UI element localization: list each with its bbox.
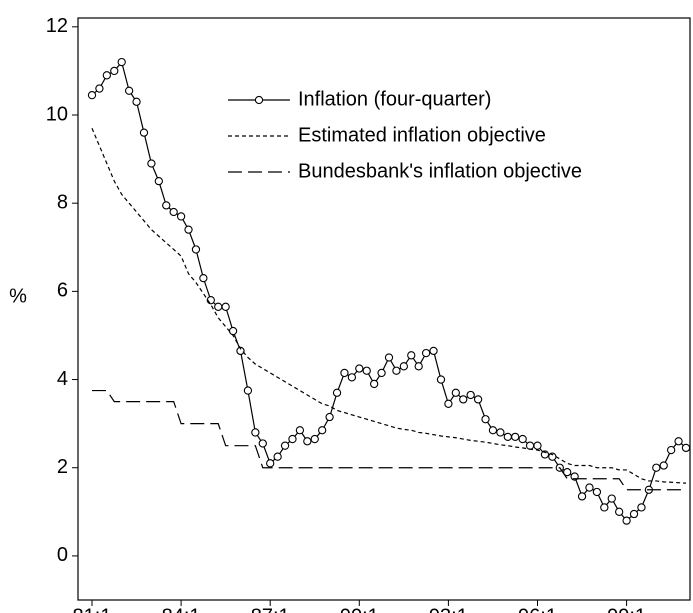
data-point [444,399,453,408]
data-point [652,463,661,472]
data-point [191,245,201,254]
legend-label: Estimated inflation objective [298,124,546,146]
data-point [184,225,193,234]
data-point [102,71,111,80]
data-point [228,326,238,336]
data-point [266,459,275,468]
data-point [659,461,668,470]
y-tick-label: 0 [57,544,68,566]
legend-marker [254,95,264,105]
y-tick-label: 8 [57,191,68,213]
data-point [251,428,260,437]
data-point [318,426,327,435]
data-point [117,57,126,67]
x-tick-label: 93:1 [429,605,468,613]
data-point [384,353,394,362]
data-point [132,97,141,106]
data-point [221,302,230,311]
data-point [622,516,631,525]
data-point [511,432,520,442]
data-point [429,346,438,356]
data-point [518,434,527,444]
data-point [169,207,178,217]
data-point [362,366,371,375]
data-point [600,503,609,512]
data-point [176,212,186,221]
data-point [667,445,676,455]
data-point [162,201,171,210]
x-tick-label: 90:1 [340,605,379,613]
data-point [303,437,312,446]
data-point [473,395,483,404]
data-point [459,395,468,404]
data-point [340,368,349,378]
data-point [110,66,119,76]
y-tick-label: 10 [46,103,68,125]
data-point [540,450,550,459]
data-point [674,437,683,446]
data-point [377,368,386,378]
legend-label: Inflation (four-quarter) [298,88,491,110]
data-point [533,441,542,450]
data-point [681,443,691,453]
data-point [615,507,624,516]
data-point [369,379,379,389]
data-point [147,159,156,168]
data-point [585,483,594,492]
data-point [288,434,297,444]
data-point [592,487,602,497]
data-point [525,441,535,450]
data-point [273,452,282,461]
x-tick-label: 96:1 [518,605,557,613]
data-point [332,388,342,397]
data-point [436,375,446,384]
data-point [236,346,245,356]
data-point [325,412,334,422]
y-tick-label: 6 [57,280,68,302]
x-tick-label: 84:1 [162,605,201,613]
data-point [637,503,646,512]
data-point [481,415,490,424]
data-point [258,439,267,448]
data-point [310,434,319,444]
data-point [95,84,104,93]
data-point [199,273,208,283]
y-tick-label: 12 [46,15,68,37]
data-point [563,467,572,477]
series-line [92,389,686,491]
data-point [577,492,587,501]
data-point [421,348,431,358]
data-point [503,432,512,442]
data-point [355,364,364,373]
y-tick-label: 4 [57,368,68,390]
plot-frame [77,17,691,601]
x-tick-label: 99:1 [607,605,646,613]
data-point [154,176,163,186]
data-point [488,426,498,435]
data-point [392,366,401,375]
y-axis-label: % [9,285,27,307]
x-tick-label: 87:1 [251,605,290,613]
data-point [629,509,639,519]
legend-label: Bundesbank's inflation objective [298,160,582,182]
data-point [243,386,253,395]
data-point [607,494,616,503]
data-point [466,390,475,400]
data-point [124,86,134,95]
data-point [347,373,357,382]
data-point [295,426,305,435]
y-tick-label: 2 [57,456,68,478]
data-point [214,302,223,311]
data-point [496,428,505,437]
data-point [87,91,97,100]
data-point [407,351,416,360]
data-point [414,362,423,371]
data-point [280,441,290,450]
data-point [451,388,460,397]
data-point [139,128,149,137]
data-point [399,362,408,371]
x-tick-label: 81:1 [73,605,112,613]
